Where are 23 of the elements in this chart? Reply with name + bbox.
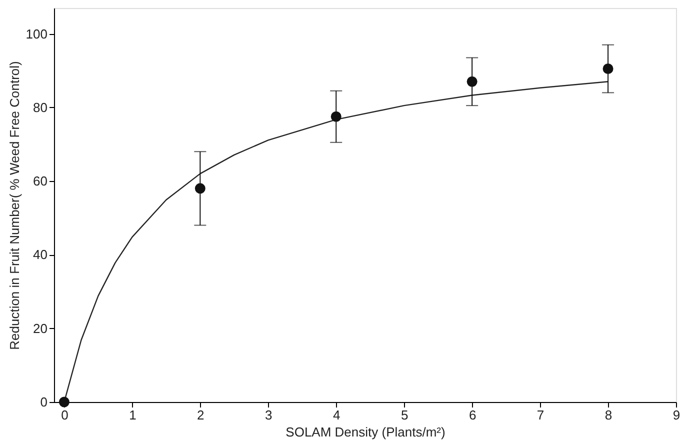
x-tick-label: 8 xyxy=(604,408,612,422)
y-tick-label: 40 xyxy=(33,247,48,262)
x-tick-label: 2 xyxy=(197,408,204,422)
point xyxy=(466,76,478,87)
x-tick-label: 9 xyxy=(672,408,680,422)
x-tick-label: 5 xyxy=(400,408,408,422)
y-tick-label: 100 xyxy=(26,26,48,42)
x-tick-label: 1 xyxy=(129,408,136,422)
x-tick-label: 7 xyxy=(536,408,544,422)
y-tick-label: 60 xyxy=(33,174,48,189)
y-tick-label: 80 xyxy=(33,100,48,115)
x-tick-label: 4 xyxy=(332,408,340,422)
x-tick-label: 3 xyxy=(265,408,272,422)
y-tick-label: 20 xyxy=(33,320,48,336)
y-tick-label: 0 xyxy=(40,394,48,410)
x-axis-title: SOLAM Density (Plants/m²) xyxy=(286,424,446,440)
y-axis-title: Reduction in Fruit Number( % Weed Free Control) xyxy=(6,61,22,350)
x-tick-label: 6 xyxy=(468,408,476,422)
point xyxy=(602,64,614,74)
point xyxy=(330,111,342,122)
point xyxy=(194,183,206,194)
x-tick-label: 0 xyxy=(61,408,68,422)
point xyxy=(58,396,70,408)
